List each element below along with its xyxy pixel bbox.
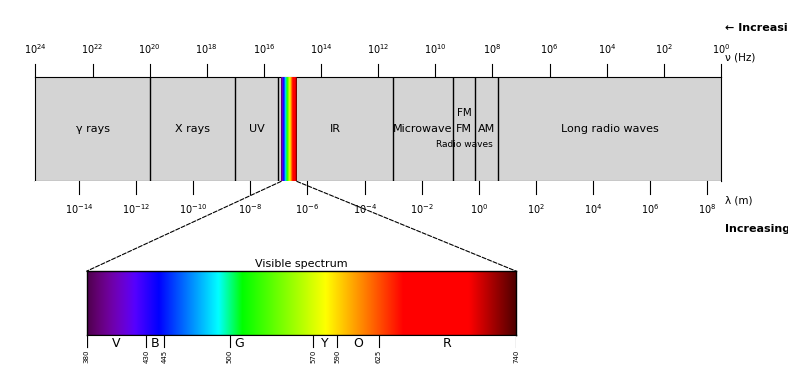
Text: UV: UV [249,124,265,134]
Text: FM: FM [456,124,472,134]
Text: O: O [353,337,363,350]
Text: γ rays: γ rays [76,124,110,134]
Text: $10^{24}$: $10^{24}$ [24,42,46,56]
Text: $10^{0}$: $10^{0}$ [470,202,488,216]
Text: $10^{2}$: $10^{2}$ [655,42,673,56]
Text: Y: Y [322,337,329,350]
Text: $10^{4}$: $10^{4}$ [597,42,616,56]
Text: R: R [443,337,452,350]
Text: 625: 625 [376,350,382,363]
Text: $10^{2}$: $10^{2}$ [527,202,545,216]
Text: Visible spectrum: Visible spectrum [255,259,348,269]
Text: $10^{-6}$: $10^{-6}$ [296,202,320,216]
Text: $10^{-4}$: $10^{-4}$ [352,202,377,216]
Text: $10^{-8}$: $10^{-8}$ [238,202,262,216]
Text: B: B [151,337,160,350]
Text: 590: 590 [334,350,340,363]
Text: 430: 430 [143,350,150,363]
Text: Radio waves: Radio waves [436,140,492,149]
Text: 445: 445 [162,350,167,363]
Text: $10^{-10}$: $10^{-10}$ [179,202,207,216]
Text: $10^{22}$: $10^{22}$ [81,42,104,56]
Text: $10^{16}$: $10^{16}$ [253,42,275,56]
Text: IR: IR [330,124,341,134]
Text: $10^{6}$: $10^{6}$ [641,202,660,216]
Text: 570: 570 [310,350,316,363]
Text: $10^{14}$: $10^{14}$ [310,42,333,56]
Text: $10^{6}$: $10^{6}$ [541,42,559,56]
Text: X rays: X rays [175,124,210,134]
Text: $10^{-14}$: $10^{-14}$ [65,202,93,216]
Text: $10^{12}$: $10^{12}$ [367,42,389,56]
Text: $10^{18}$: $10^{18}$ [195,42,218,56]
Text: Long radio waves: Long radio waves [561,124,659,134]
Text: $10^{-12}$: $10^{-12}$ [122,202,151,216]
Text: ν (Hz): ν (Hz) [725,53,756,63]
Text: FM: FM [456,108,471,118]
Text: $10^{4}$: $10^{4}$ [584,202,602,216]
Text: V: V [112,337,121,350]
Text: AM: AM [478,124,496,134]
Text: $10^{10}$: $10^{10}$ [424,42,447,56]
Text: $10^{8}$: $10^{8}$ [483,42,502,56]
Text: $10^{0}$: $10^{0}$ [712,42,730,56]
Text: λ (m): λ (m) [725,195,753,205]
Text: 500: 500 [227,350,232,363]
Text: 380: 380 [84,350,90,364]
Text: Microwave: Microwave [392,124,452,134]
Text: Increasing Wavelength (λ) →: Increasing Wavelength (λ) → [725,224,788,234]
Text: $10^{8}$: $10^{8}$ [698,202,716,216]
Text: ← Increasing frequency (ν): ← Increasing frequency (ν) [725,23,788,33]
Text: $10^{-2}$: $10^{-2}$ [410,202,433,216]
Text: 740: 740 [513,350,519,363]
Text: $10^{20}$: $10^{20}$ [139,42,161,56]
Text: G: G [234,337,243,350]
